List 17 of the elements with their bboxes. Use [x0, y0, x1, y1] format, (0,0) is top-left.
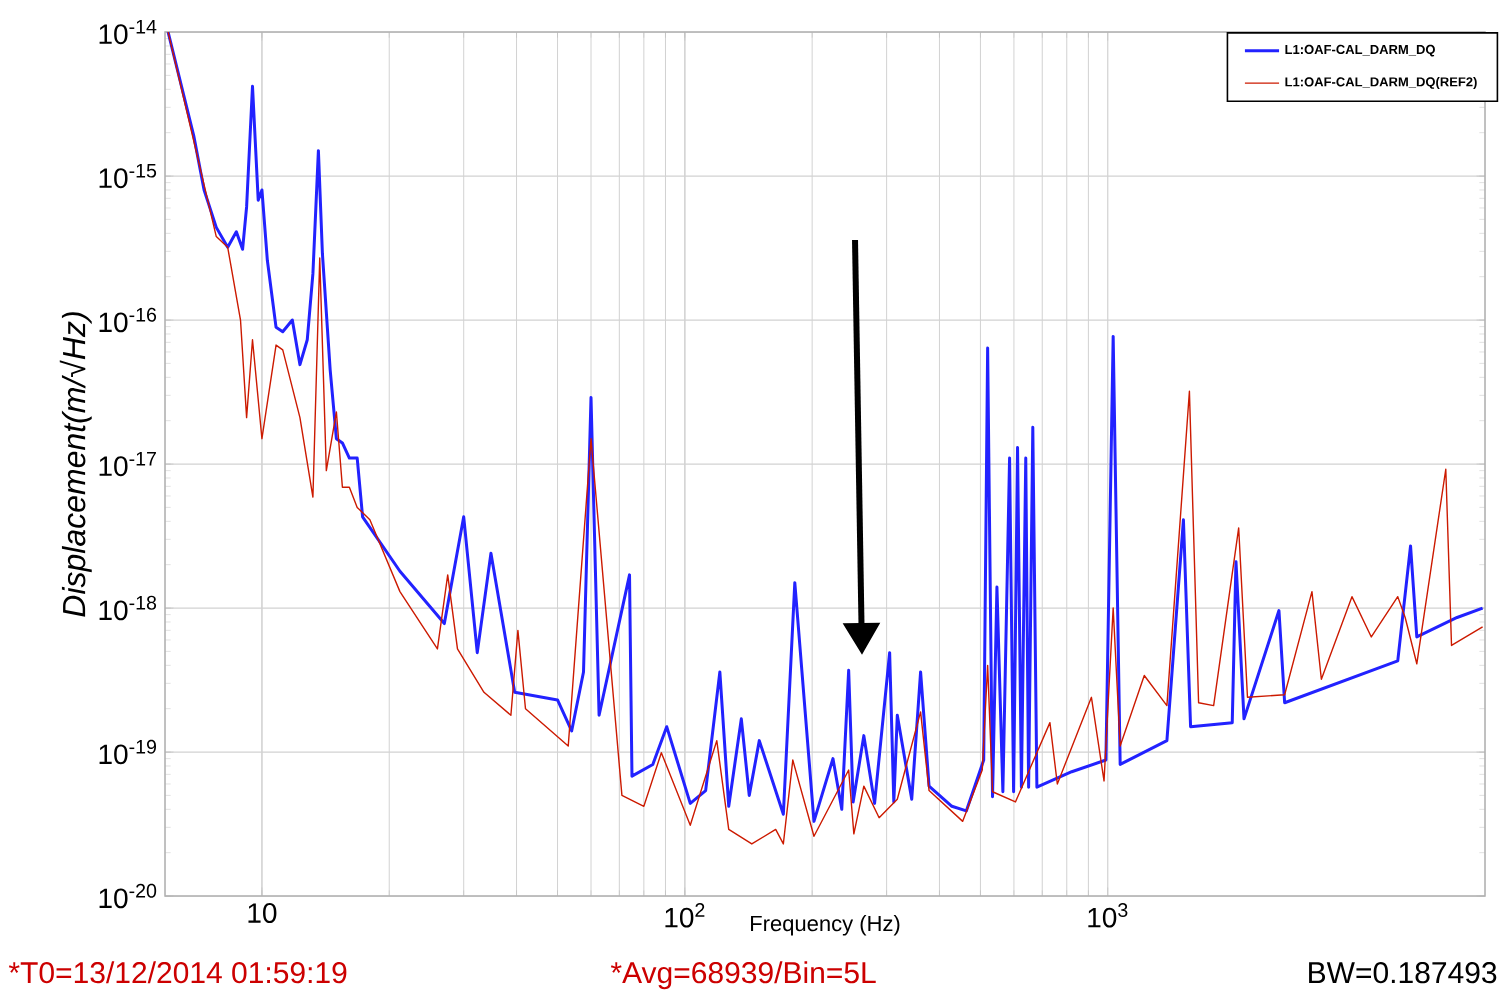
x-tick-label: 10 [248, 903, 277, 923]
y-tick-label: 10$^{-15}$ [99, 163, 157, 189]
y-tick-label: 10$^{-18}$ [99, 595, 157, 621]
y-tick-label: 10$^{-16}$ [99, 307, 157, 333]
y-tick-label: 10$^{-14}$ [99, 19, 157, 45]
text: BW=0.187493 [1309, 962, 1497, 984]
y-tick-label: 10$^{-17}$ [99, 451, 156, 477]
text: *T0=13/12/2014 01:59:19 [8, 961, 347, 984]
y-tick-label: 10$^{-19}$ [99, 739, 157, 765]
x-tick-label: 10$^{3}$ [1088, 903, 1128, 928]
x-tick-label: 10$^{2}$ [665, 903, 705, 928]
text: *Avg=68939/Bin=5L [610, 961, 876, 990]
x-axis-title: Frequency (Hz) [751, 915, 900, 936]
legend-label: L1:OAF-CAL_DARM_DQ(REF2) [1285, 76, 1477, 90]
y-axis-title: Displacement(m/√Hz) [59, 312, 92, 617]
legend-label: L1:OAF-CAL_DARM_DQ [1285, 44, 1435, 57]
y-tick-label: 10$^{-20}$ [99, 883, 157, 909]
